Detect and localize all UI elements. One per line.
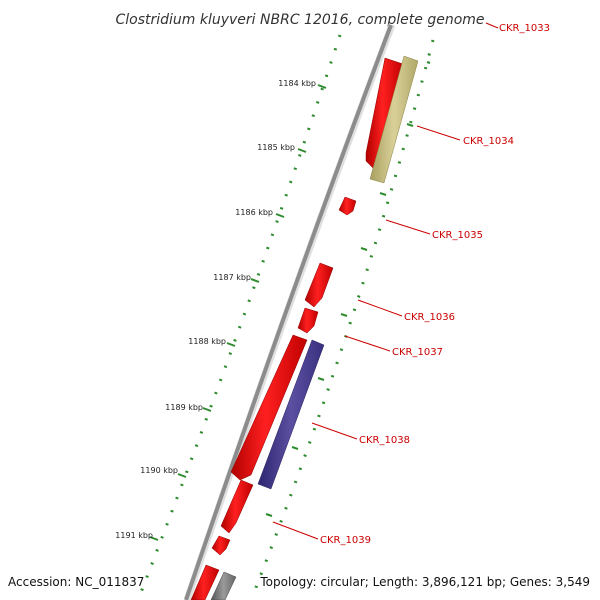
topology-text: Topology: circular; Length: 3,896,121 bp…	[259, 575, 590, 589]
gene-label: CKR_1035	[432, 230, 483, 241]
gene-label: CKR_1034	[463, 136, 514, 147]
scale-label: 1184 kbp	[278, 79, 316, 88]
scale-label: 1189 kbp	[165, 403, 203, 412]
label-leaders	[272, 22, 499, 540]
scale-label: 1185 kbp	[257, 143, 295, 152]
accession-text: Accession: NC_011837	[8, 575, 144, 589]
gene-features	[190, 55, 419, 600]
scale-label: 1186 kbp	[235, 208, 273, 217]
scale-label: 1191 kbp	[115, 531, 153, 540]
scale-label: 1187 kbp	[213, 273, 251, 282]
scale-label: 1190 kbp	[140, 466, 178, 475]
gene-label: CKR_1039	[320, 535, 371, 546]
genome-backbone	[183, 23, 396, 600]
gene-label: CKR_1037	[392, 347, 443, 358]
map-title: Clostridium kluyveri NBRC 12016, complet…	[115, 12, 484, 28]
gene-label: CKR_1036	[404, 312, 455, 323]
scale-label: 1188 kbp	[188, 337, 226, 346]
gene-label: CKR_1038	[359, 435, 410, 446]
gene-label: CKR_1033	[499, 23, 550, 34]
scale-ticks	[149, 61, 431, 541]
